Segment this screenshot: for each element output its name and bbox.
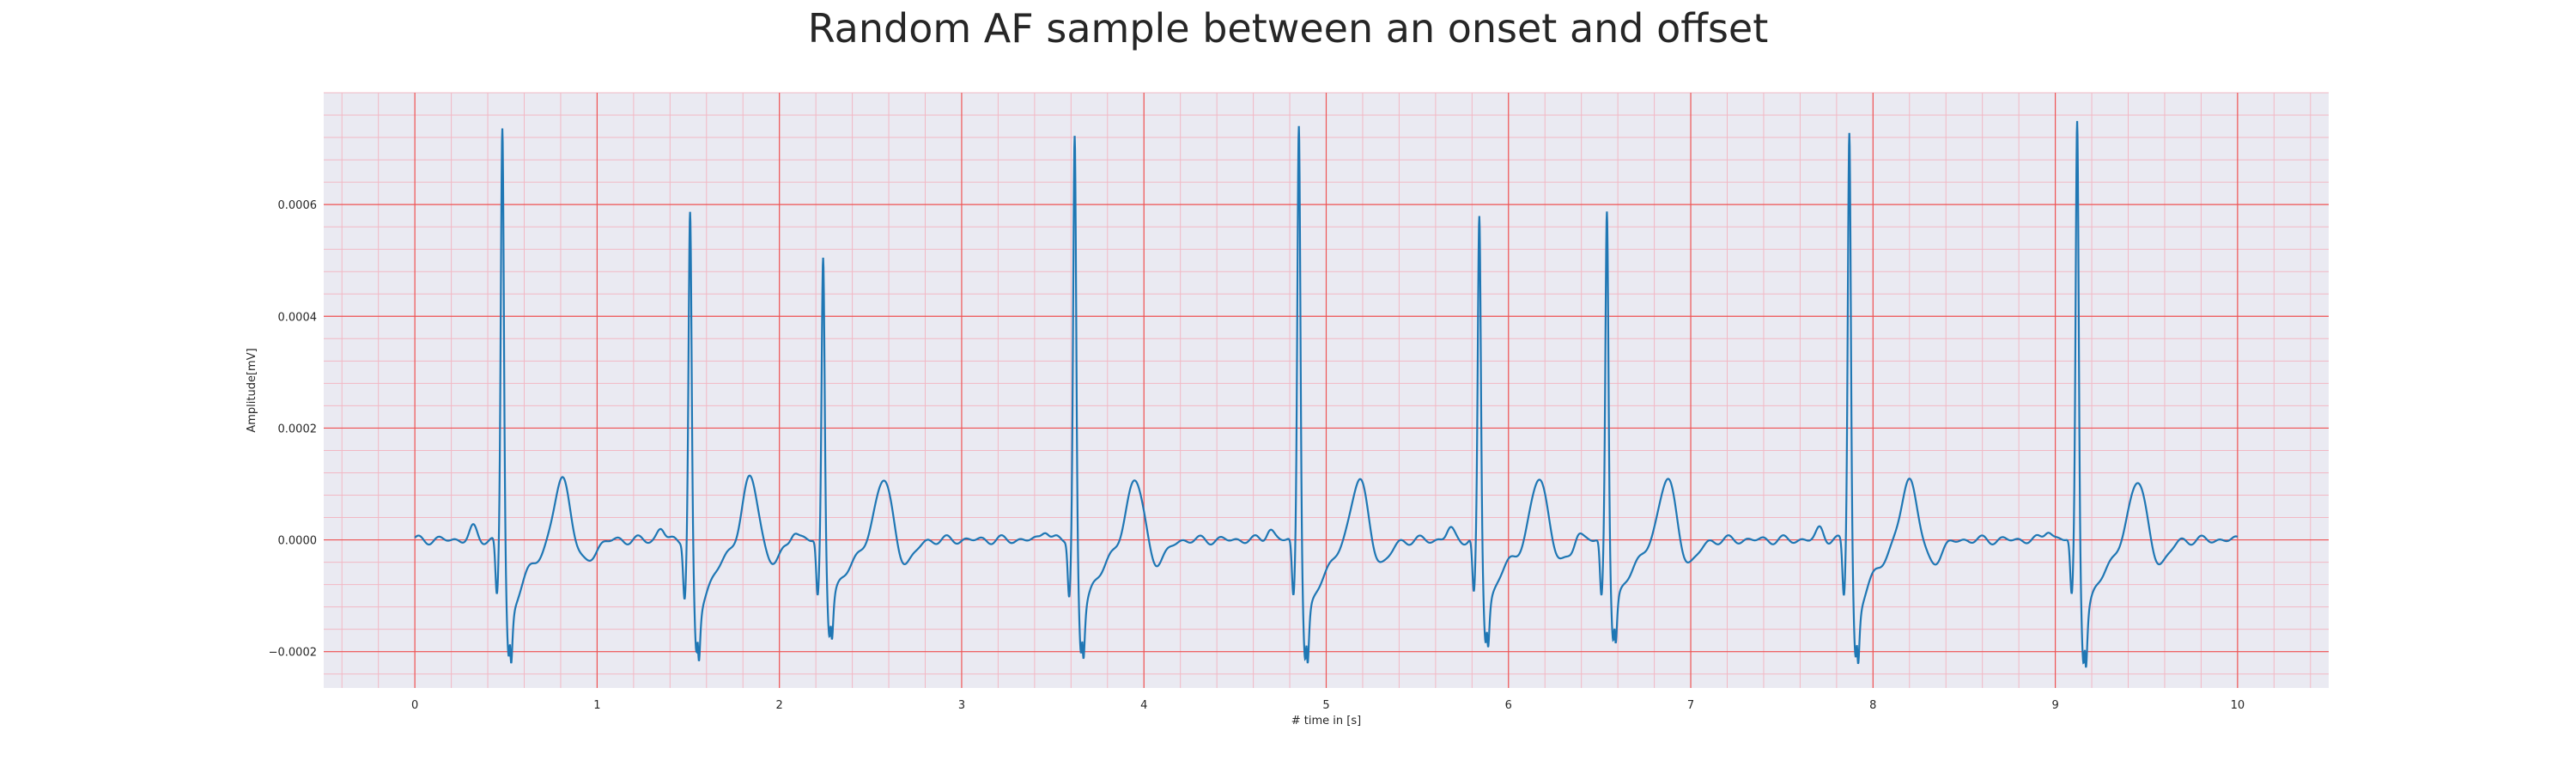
x-tick-label: 8 <box>1869 699 1876 712</box>
y-tick-label: 0.0002 <box>278 423 318 435</box>
chart-title: Random AF sample between an onset and of… <box>807 5 1769 52</box>
x-tick-label: 1 <box>593 699 600 712</box>
y-tick-label: 0.0006 <box>278 199 318 212</box>
x-tick-label: 6 <box>1505 699 1512 712</box>
x-tick-label: 3 <box>958 699 965 712</box>
ecg-signal-line <box>414 120 2239 668</box>
x-tick-label: 10 <box>2231 699 2245 712</box>
x-tick-label: 7 <box>1687 699 1694 712</box>
x-tick-label: 0 <box>411 699 418 712</box>
x-tick-label: 9 <box>2051 699 2058 712</box>
y-tick-label: −0.0002 <box>269 647 317 660</box>
x-tick-label: 5 <box>1322 699 1329 712</box>
x-tick-labels: 0 1 2 3 4 5 6 7 8 9 10 <box>411 699 2245 712</box>
y-tick-label: 0.0004 <box>278 311 318 324</box>
y-axis-label: Amplitude[mV] <box>246 348 258 432</box>
x-tick-label: 2 <box>776 699 783 712</box>
y-tick-label: 0.0000 <box>278 535 318 548</box>
series-layer <box>414 120 2239 668</box>
major-grid <box>324 93 2329 688</box>
x-axis-label: # time in [s] <box>1291 715 1361 727</box>
x-tick-label: 4 <box>1140 699 1147 712</box>
y-tick-labels: −0.0002 0.0000 0.0002 0.0004 0.0006 <box>269 199 317 660</box>
